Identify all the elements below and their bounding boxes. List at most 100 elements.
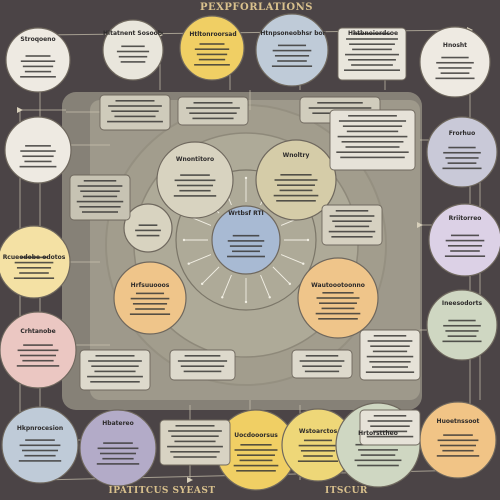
node-right-blue-line-3 (447, 162, 477, 164)
label-n-inner-nw: Wnontitoro (175, 156, 215, 163)
box-lower-mid-line-2 (180, 365, 225, 367)
center-ray-dot-8 (182, 238, 186, 242)
label-n-top-right: Hhtbnoiordcoe (347, 30, 399, 37)
center-ray-dot-3 (268, 296, 271, 299)
node-right-green-line-1 (443, 324, 481, 327)
node-top-a-line-2 (118, 55, 148, 58)
box-left-mid-line-3 (82, 195, 118, 198)
node-right-top-line-0 (441, 56, 469, 59)
center-ray-7 (188, 254, 212, 265)
node-right-green-line-3 (447, 335, 477, 337)
box-left-mid-line-2 (80, 190, 120, 192)
node-bottom-purple-line-1 (97, 447, 139, 450)
node-right-purple-line-4 (444, 255, 486, 257)
node-inner-nw-line-3 (179, 189, 211, 192)
box-upper-left-line-1 (108, 105, 162, 107)
box-lower-right-line-0 (305, 355, 339, 357)
node-left-2-shape (4, 116, 72, 184)
node-left-top-line-2 (22, 65, 54, 68)
box-left-mid-line-6 (82, 211, 118, 213)
box-upper-left-line-2 (111, 110, 159, 112)
box-lower-right-line-2 (302, 365, 342, 367)
node-right-blue-line-1 (443, 151, 481, 154)
node-inner-w-line-1 (135, 229, 161, 232)
center-ray-6 (201, 266, 220, 285)
box-lower-right-line-3 (304, 370, 340, 373)
label-center-label: Wrtbsf RTI (228, 210, 264, 217)
label-n-bottom-green: Hrtorsttheo (358, 430, 398, 437)
box-right-notes-line-2 (342, 125, 403, 127)
node-left-mid-line-3 (19, 272, 49, 274)
center-ray-dot-12 (244, 176, 248, 180)
label-n-left-pink: Crhtanobe (20, 328, 56, 335)
node-left-pink-line-0 (23, 344, 53, 346)
box-left-mid-line-5 (79, 206, 121, 208)
box-left-mid-shape (69, 174, 131, 221)
node-bottom-yellow-line-2 (237, 454, 275, 456)
label-n-right-bottom: Huoetnssoot (436, 418, 480, 425)
box-right-low-line-7 (365, 371, 415, 373)
node-bottom-green-line-3 (360, 454, 396, 456)
node-right-top-line-3 (440, 72, 470, 74)
node-top-a-line-0 (121, 45, 145, 48)
box-right-notes-line-8 (340, 156, 405, 159)
box-bottom-left-line-1 (168, 430, 222, 432)
node-top-right-box-line-4 (345, 53, 399, 56)
box-upper-mid-line-2 (189, 112, 237, 114)
node-right-bottom-line-2 (439, 444, 477, 447)
center-ray-dot-0 (306, 238, 310, 242)
node-top-blue-line-1 (272, 49, 312, 52)
box-lower-mid-shape (169, 349, 236, 381)
label-n-bottom-purple: Hbatereo (102, 420, 134, 427)
node-bottom-green-line-4 (354, 459, 402, 462)
node-inner-nw-line-4 (173, 195, 217, 197)
box-bottom-right-line-4 (366, 435, 414, 438)
node-bottom-green-line-5 (357, 464, 399, 467)
box-left-mid-line-0 (83, 180, 117, 182)
label-n-right-top: Hnosht (442, 42, 468, 49)
center-ray-dot-7 (187, 262, 190, 265)
node-center-line-2 (229, 245, 263, 247)
box-bottom-left-line-6 (173, 456, 217, 458)
node-left-top-line-1 (20, 60, 56, 62)
label-n-left-top: Stroqoeno (20, 36, 56, 43)
node-left-pink-line-3 (22, 359, 54, 362)
arrow-mark-9 (187, 477, 193, 483)
label-n-bottom-yellow: Uocdooorsus (234, 432, 278, 439)
label-n-inner-sw: Hrfsuuooos (130, 282, 170, 289)
box-right-mid-line-4 (328, 230, 376, 233)
node-top-right-box-line-2 (349, 43, 395, 45)
node-top-right-box-line-7 (344, 69, 400, 71)
node-left-top-line-4 (20, 76, 56, 78)
node-right-purple-line-3 (450, 250, 480, 252)
node-top-yellow-shape (179, 15, 245, 81)
node-top-blue-line-0 (277, 44, 307, 47)
node-right-bottom-line-0 (443, 434, 473, 436)
node-right-blue-line-4 (442, 167, 482, 170)
node-top-a-shape (102, 19, 164, 81)
label-n-inner-n: Wnoltry (282, 152, 310, 159)
diagram-bottom-title-left: IPATITCUS SYEAST (108, 486, 216, 496)
label-n-top-a: Hitatnent Sosoobo (103, 30, 163, 37)
node-left-2-line-4 (19, 165, 57, 168)
node-right-green-line-0 (448, 319, 476, 322)
node-top-yellow-line-0 (199, 43, 225, 45)
box-right-low-line-3 (372, 350, 408, 353)
node-right-bottom-line-4 (436, 455, 480, 457)
box-bottom-left-line-2 (171, 435, 219, 437)
box-bottom-left-line-3 (174, 440, 216, 443)
node-bottom-yellow2-line-4 (297, 460, 339, 462)
node-left-bottom-line-1 (19, 444, 61, 447)
box-lower-right-line-1 (299, 360, 345, 362)
inner-ring (175, 169, 317, 311)
node-bottom-yellow2-line-3 (303, 455, 333, 457)
node-bottom-yellow-line-5 (236, 470, 276, 472)
box-upper-left-line-4 (107, 120, 163, 123)
box-right-notes-line-4 (337, 135, 408, 138)
box-left-low-line-3 (94, 370, 136, 373)
box-bottom-right-line-2 (370, 425, 410, 427)
box-right-low-line-0 (373, 335, 407, 337)
center-ray-dot-6 (200, 282, 204, 286)
node-top-blue-line-3 (277, 60, 307, 62)
node-right-top-line-2 (438, 67, 472, 69)
